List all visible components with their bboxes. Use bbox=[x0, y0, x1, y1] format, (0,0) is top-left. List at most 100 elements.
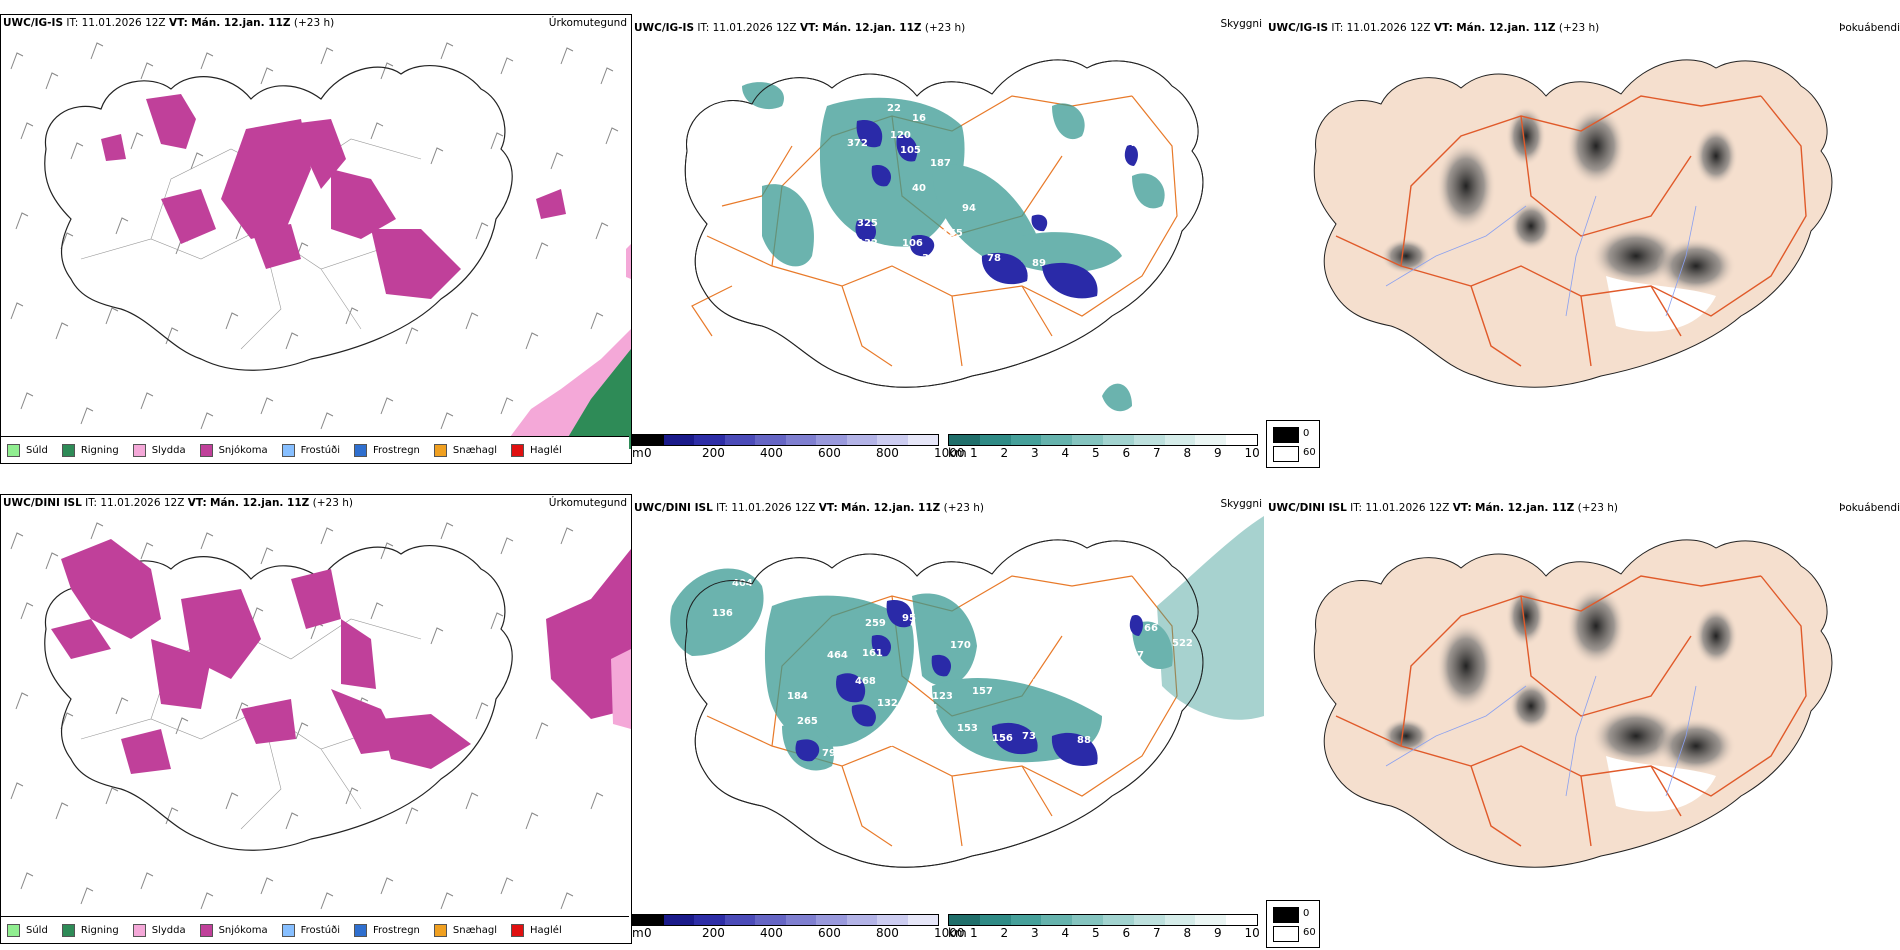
snow-depth-label: 184 bbox=[787, 691, 808, 702]
legend-swatch bbox=[433, 923, 447, 937]
snow-depth-label: 157 bbox=[972, 686, 993, 697]
scale-tick-label: 4 bbox=[1061, 446, 1070, 460]
snow-depth-label: 88 bbox=[1077, 735, 1091, 746]
panel-title: Úrkomutegund bbox=[548, 497, 627, 509]
scale-color-step bbox=[1072, 915, 1103, 925]
panel-header: UWC/IG-IS IT: 11.01.2026 12Z VT: Mán. 12… bbox=[634, 22, 966, 34]
snow-scale-unit: m bbox=[632, 446, 644, 460]
panel-header: UWC/IG-IS IT: 11.01.2026 12Z VT: Mán. 12… bbox=[1268, 22, 1600, 34]
fog-map bbox=[1313, 539, 1833, 868]
iceland-land bbox=[1313, 59, 1833, 388]
legend-swatch bbox=[281, 923, 295, 937]
fog-scale-top-label: 0 bbox=[1303, 428, 1310, 439]
scale-tick-label: 0 bbox=[644, 926, 652, 940]
legend-swatch bbox=[354, 923, 367, 937]
legend-item: Haglél bbox=[511, 443, 562, 457]
scale-color-step bbox=[1195, 915, 1227, 925]
snow-depth-label: 229 bbox=[767, 580, 788, 591]
snow-depth-label: 94 bbox=[962, 203, 976, 214]
scale-tick-label: 10 bbox=[1244, 446, 1260, 460]
scale-color-step bbox=[1102, 435, 1134, 445]
visibility-panel-bottom: UWC/DINI ISL IT: 11.01.2026 12Z VT: Mán.… bbox=[632, 494, 1264, 942]
scale-color-step bbox=[1072, 435, 1103, 445]
vis-scale-bar bbox=[948, 434, 1258, 446]
vis-scale-unit: km bbox=[948, 446, 967, 460]
scale-color-step bbox=[979, 915, 1011, 925]
snow-depth-label: 553 bbox=[992, 118, 1013, 129]
visibility-map: 33 22 16 553 372 120 105 187 40 94 155 325 132 106 38 1… bbox=[684, 59, 1204, 412]
panel-header: UWC/DINI ISL IT: 11.01.2026 12Z VT: Mán.… bbox=[634, 502, 984, 514]
snow-depth-label: 223 bbox=[1092, 113, 1113, 124]
scale-color-step bbox=[694, 435, 725, 445]
snow-depth-label: 66 bbox=[1144, 623, 1158, 634]
visibility-scale: km 1 2 3 4 5 6 7 8 9 10 bbox=[948, 434, 1264, 460]
snow-depth-label: 156 bbox=[992, 733, 1013, 744]
fog-scale: 0 60 bbox=[1266, 420, 1320, 468]
scale-color-step bbox=[1133, 435, 1165, 445]
rain-area bbox=[561, 349, 631, 449]
snow-depth-label: 265 bbox=[797, 716, 818, 727]
snow-depth-label: 132 bbox=[857, 238, 878, 249]
snow-depth-label: 22 bbox=[887, 103, 901, 114]
rivers bbox=[1385, 195, 1697, 317]
scale-color-step bbox=[1010, 915, 1042, 925]
snow-depth-label: 464 bbox=[827, 650, 848, 661]
scale-color-step bbox=[949, 915, 980, 925]
scale-tick-label: 9 bbox=[1214, 926, 1222, 940]
iceland-land bbox=[1313, 539, 1833, 868]
precip-type-map bbox=[10, 522, 631, 910]
legend-item: Rigning bbox=[61, 443, 119, 457]
legend-swatch bbox=[199, 923, 213, 937]
snow-depth-label: 33 bbox=[762, 73, 776, 84]
legend-item: Rigning bbox=[61, 923, 119, 937]
legend-swatch bbox=[132, 443, 146, 457]
scale-color-step bbox=[785, 435, 816, 445]
snow-depth-label: 140 bbox=[942, 258, 963, 269]
panel-header: UWC/DINI ISL IT: 11.01.2026 12Z VT: Mán.… bbox=[1268, 502, 1618, 514]
iceland-outline bbox=[44, 65, 513, 371]
snow-depth-label: 468 bbox=[855, 676, 876, 687]
snow-depth-label: 95 bbox=[902, 613, 916, 624]
scale-color-step bbox=[1226, 435, 1257, 445]
snow-depth-label: 123 bbox=[932, 691, 953, 702]
snow-depth-labels: 33 22 16 553 372 120 105 187 40 94 155 325 132 106 38 1… bbox=[762, 73, 1144, 379]
scale-tick-label: 3 bbox=[1031, 446, 1039, 460]
fog-panel-top: UWC/IG-IS IT: 11.01.2026 12Z VT: Mán. 12… bbox=[1266, 14, 1900, 468]
fog-scale: 0 60 bbox=[1266, 900, 1320, 948]
snow-depth-label: 89 bbox=[1032, 258, 1046, 269]
legend-item: Snjókoma bbox=[199, 443, 268, 457]
snow-depth-label: 120 bbox=[890, 130, 911, 141]
fog-scale-swatch-top bbox=[1273, 427, 1299, 443]
scale-tick-label: 8 bbox=[1183, 446, 1192, 460]
snow-depth-label: 404 bbox=[732, 578, 753, 589]
iceland-outline-line bbox=[684, 539, 1204, 868]
legend-item: Slydda bbox=[132, 443, 186, 457]
precip-type-panel-top: UWC/IG-IS IT: 11.01.2026 12Z VT: Mán. 12… bbox=[0, 14, 632, 464]
scale-tick-label: 1 bbox=[970, 446, 978, 460]
rain-area-edge bbox=[626, 244, 631, 279]
snow-depth-label: 105 bbox=[900, 145, 921, 156]
scale-color-step bbox=[816, 915, 847, 925]
snow-depth-label: 79 bbox=[822, 748, 836, 759]
scale-color-step bbox=[1102, 915, 1134, 925]
fog-scale-bottom-label: 60 bbox=[1303, 927, 1316, 938]
rivers bbox=[1385, 675, 1697, 797]
legend-swatch bbox=[132, 923, 146, 937]
panel-header: UWC/DINI ISL IT: 11.01.2026 12Z VT: Mán.… bbox=[3, 497, 353, 509]
fog-areas bbox=[1381, 586, 1738, 812]
scale-color-step bbox=[1010, 435, 1042, 445]
snow-areas bbox=[101, 94, 566, 299]
scale-tick-label: 200 bbox=[702, 446, 725, 460]
scale-color-step bbox=[846, 915, 877, 925]
precip-type-panel-bottom: UWC/DINI ISL IT: 11.01.2026 12Z VT: Mán.… bbox=[0, 494, 632, 944]
snow-scale-bar bbox=[632, 434, 939, 446]
snow-scale-unit: m bbox=[632, 926, 644, 940]
scale-tick-label: 800 bbox=[876, 446, 899, 460]
legend-swatch bbox=[281, 443, 295, 457]
legend-item: Frostregn bbox=[354, 923, 420, 937]
scale-tick-label: 1000 bbox=[934, 926, 965, 940]
scale-tick-label: 6 bbox=[1122, 926, 1131, 940]
scale-color-step bbox=[1164, 915, 1196, 925]
scale-color-step bbox=[877, 915, 908, 925]
snow-depth-areas bbox=[795, 600, 1143, 766]
